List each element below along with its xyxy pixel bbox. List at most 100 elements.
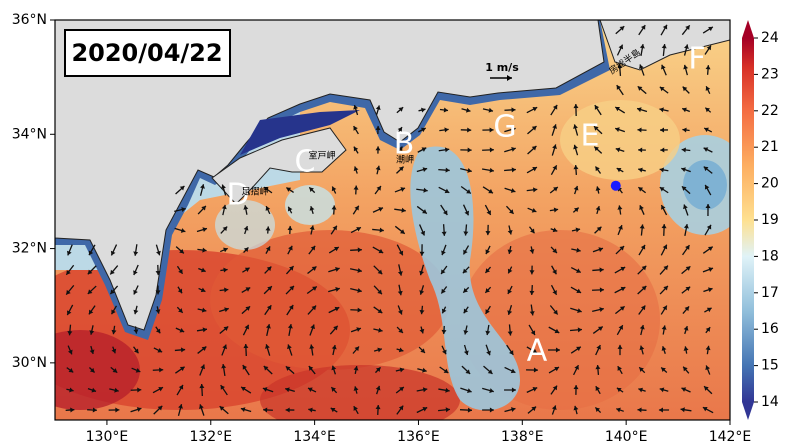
current-arrowhead	[661, 325, 667, 330]
current-arrowhead	[397, 127, 403, 132]
current-arrowhead	[640, 25, 646, 30]
current-arrowhead	[685, 286, 691, 292]
current-arrowhead	[240, 407, 246, 413]
x-tick-label: 130°E	[86, 429, 129, 445]
current-arrowhead	[243, 205, 249, 210]
current-arrowhead	[703, 147, 709, 152]
colorbar-tick-label: 17	[761, 285, 779, 301]
current-arrowhead	[333, 325, 338, 331]
current-arrowhead	[620, 286, 626, 292]
current-arrowhead	[398, 146, 403, 152]
current-arrowhead	[594, 146, 599, 152]
colorbar-tick-label: 20	[761, 176, 779, 192]
current-arrowhead	[201, 307, 207, 313]
current-arrowhead	[553, 187, 558, 192]
current-arrowhead	[708, 26, 713, 32]
current-arrowhead	[223, 267, 228, 273]
current-arrowhead	[507, 310, 513, 315]
current-arrowhead	[485, 288, 490, 293]
colorbar-tick-label: 24	[761, 30, 779, 46]
current-arrowhead	[681, 167, 686, 173]
current-arrowhead	[639, 224, 645, 229]
current-arrowhead	[637, 407, 642, 413]
current-arrowhead	[378, 327, 383, 333]
current-arrowhead	[309, 206, 315, 211]
current-arrowhead	[706, 224, 712, 230]
current-arrowhead	[222, 226, 228, 232]
current-arrowhead	[619, 26, 625, 31]
current-arrowhead	[110, 250, 116, 256]
current-arrowhead	[683, 224, 689, 229]
current-arrowhead	[245, 287, 251, 292]
current-arrowhead	[68, 368, 74, 373]
sst-field	[55, 20, 730, 420]
current-arrowhead	[706, 45, 712, 51]
current-arrowhead	[639, 324, 645, 330]
current-arrowhead	[397, 290, 403, 296]
current-arrowhead	[266, 305, 272, 310]
current-arrowhead	[599, 267, 604, 273]
current-arrowhead	[179, 185, 185, 191]
current-arrowhead	[331, 186, 337, 192]
current-arrowhead	[420, 230, 426, 236]
current-arrowhead	[485, 309, 490, 314]
current-arrowhead	[553, 309, 558, 315]
current-arrowhead	[375, 385, 381, 391]
current-arrowhead	[243, 226, 249, 231]
current-arrowhead	[398, 347, 404, 353]
current-arrowhead	[287, 324, 293, 329]
current-arrowhead	[702, 406, 708, 412]
current-arrowhead	[529, 270, 535, 275]
current-arrowhead	[87, 289, 93, 294]
current-arrowhead	[511, 167, 516, 173]
x-tick-label: 136°E	[397, 429, 440, 445]
current-arrowhead	[555, 347, 560, 353]
current-arrowhead	[619, 306, 625, 311]
current-arrowhead	[308, 407, 313, 413]
current-arrowhead	[488, 188, 493, 194]
current-arrowhead	[111, 348, 117, 354]
current-arrowhead	[243, 247, 249, 253]
current-arrowhead	[507, 230, 513, 235]
current-arrowhead	[685, 25, 690, 31]
x-tick-label: 140°E	[605, 429, 648, 445]
current-arrowhead	[510, 188, 516, 193]
current-arrowhead	[640, 244, 646, 250]
current-arrowhead	[639, 367, 644, 372]
current-arrowhead	[615, 147, 621, 153]
place-label: 室戸岬	[308, 150, 335, 162]
current-arrowhead	[573, 124, 578, 129]
current-arrowhead	[530, 330, 536, 336]
current-arrowhead	[620, 266, 626, 272]
current-arrowhead	[682, 127, 687, 133]
date-box	[64, 29, 231, 77]
current-arrowhead	[463, 308, 469, 314]
current-arrowhead	[617, 366, 622, 371]
y-tick-label: 34°N	[12, 126, 47, 142]
current-arrowhead	[245, 306, 251, 311]
current-arrowhead	[155, 270, 161, 276]
current-arrowhead	[223, 247, 228, 253]
current-arrowhead	[467, 388, 472, 393]
current-arrowhead	[357, 288, 362, 293]
current-arrowhead	[111, 329, 117, 335]
x-tick-label: 138°E	[501, 429, 544, 445]
current-arrowhead	[308, 366, 314, 371]
current-arrowhead	[659, 387, 665, 393]
current-arrowhead	[263, 407, 268, 413]
current-arrowhead	[552, 227, 558, 233]
current-arrowhead	[507, 331, 513, 336]
current-arrowhead	[554, 366, 559, 372]
current-arrowhead	[70, 407, 75, 413]
current-arrowhead	[486, 210, 491, 215]
current-arrowhead	[705, 86, 711, 91]
current-arrowhead	[356, 227, 361, 232]
current-arrowhead	[662, 24, 668, 30]
current-arrowhead	[441, 288, 446, 294]
current-arrowhead	[155, 328, 161, 334]
current-arrowhead	[310, 324, 315, 330]
current-arrowhead	[89, 349, 95, 354]
current-arrowhead	[419, 290, 425, 295]
current-arrowhead	[199, 384, 205, 389]
current-arrowhead	[220, 385, 225, 390]
